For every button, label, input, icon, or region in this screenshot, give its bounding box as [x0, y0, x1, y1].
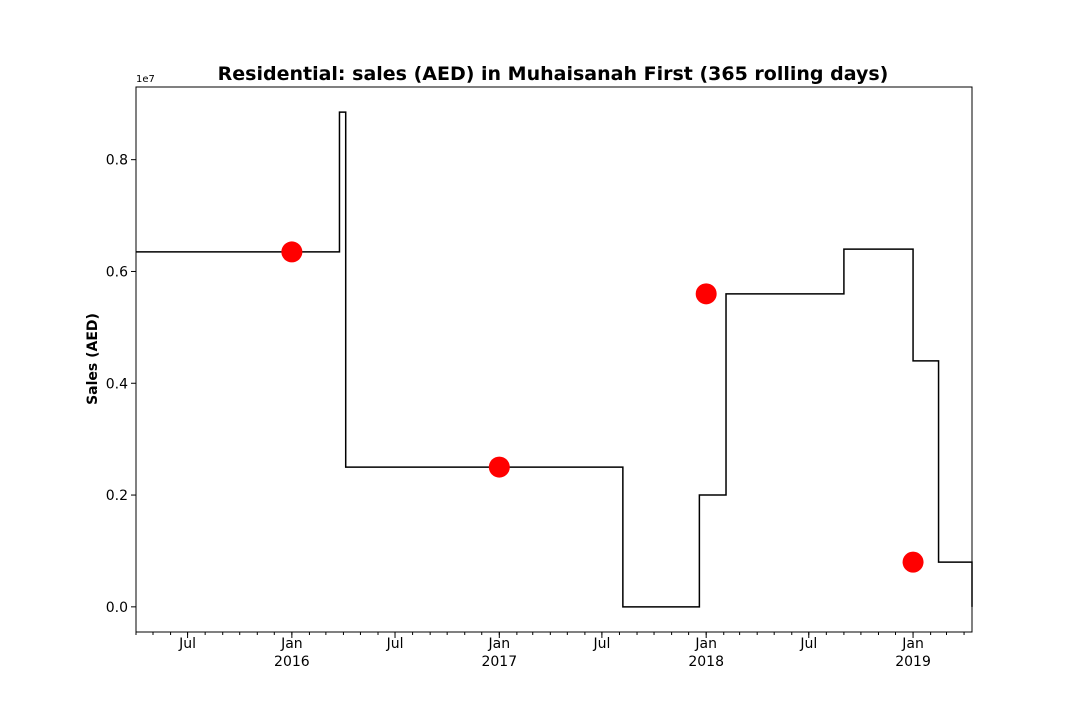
x-year-label: 2018	[688, 654, 724, 670]
plot-frame	[135, 86, 973, 633]
x-tick-label: Jan	[488, 636, 511, 652]
x-tick-label: Jan	[280, 636, 303, 652]
highlight-point	[488, 456, 510, 478]
series-line	[136, 111, 973, 608]
highlight-points	[281, 241, 924, 573]
x-tick-label: Jan	[901, 636, 924, 652]
highlight-point	[695, 283, 717, 305]
y-axis: 0.0 0.2 0.4 0.6 0.8	[106, 153, 136, 616]
plot-background	[136, 87, 972, 632]
highlight-point	[902, 551, 924, 573]
y-tick-label: 0.8	[106, 153, 128, 169]
y-tick-label: 0.2	[106, 488, 128, 504]
y-axis-offset-label: 1e7	[136, 74, 155, 85]
y-tick-label: 0.0	[106, 600, 128, 616]
y-tick-label: 0.6	[106, 264, 128, 280]
x-year-label: 2016	[274, 654, 310, 670]
y-axis-label: Sales (AED)	[85, 313, 101, 405]
x-axis: Jul Jan 2016 Jul Jan 2017 Jul Jan 2018 Jul Jan 2019	[178, 632, 931, 670]
y-tick-label: 0.4	[106, 376, 128, 392]
chart-title: Residential: sales (AED) in Muhaisanah F…	[218, 63, 889, 85]
highlight-point	[281, 241, 303, 263]
x-tick-label: Jul	[386, 636, 404, 652]
x-tick-label: Jul	[178, 636, 196, 652]
x-year-label: 2019	[895, 654, 931, 670]
x-tick-label: Jul	[799, 636, 817, 652]
x-tick-label: Jul	[592, 636, 610, 652]
x-year-label: 2017	[481, 654, 517, 670]
x-tick-label: Jan	[694, 636, 717, 652]
